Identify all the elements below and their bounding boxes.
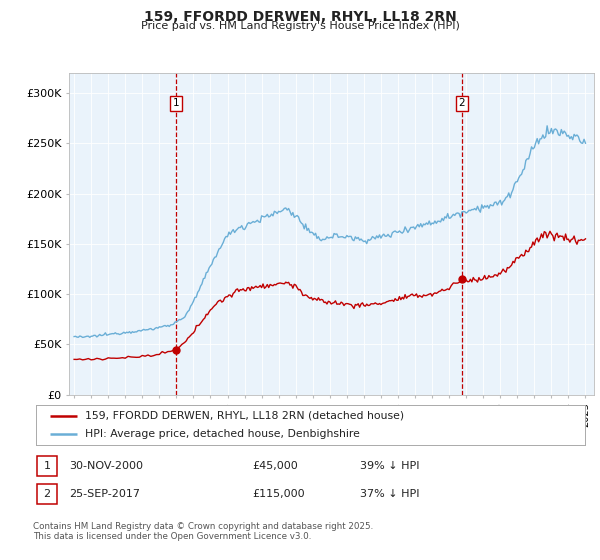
Text: £45,000: £45,000 [252,461,298,471]
Text: 1: 1 [173,99,179,109]
Text: 30-NOV-2000: 30-NOV-2000 [69,461,143,471]
Text: 1: 1 [44,461,50,471]
Text: HPI: Average price, detached house, Denbighshire: HPI: Average price, detached house, Denb… [85,430,360,439]
Text: 25-SEP-2017: 25-SEP-2017 [69,489,140,499]
Text: Contains HM Land Registry data © Crown copyright and database right 2025.
This d: Contains HM Land Registry data © Crown c… [33,522,373,542]
Text: 37% ↓ HPI: 37% ↓ HPI [360,489,419,499]
Text: 39% ↓ HPI: 39% ↓ HPI [360,461,419,471]
Text: £115,000: £115,000 [252,489,305,499]
Text: 2: 2 [458,99,465,109]
Text: 159, FFORDD DERWEN, RHYL, LL18 2RN: 159, FFORDD DERWEN, RHYL, LL18 2RN [143,10,457,24]
Text: Price paid vs. HM Land Registry's House Price Index (HPI): Price paid vs. HM Land Registry's House … [140,21,460,31]
Text: 2: 2 [44,489,50,499]
Text: 159, FFORDD DERWEN, RHYL, LL18 2RN (detached house): 159, FFORDD DERWEN, RHYL, LL18 2RN (deta… [85,411,404,421]
